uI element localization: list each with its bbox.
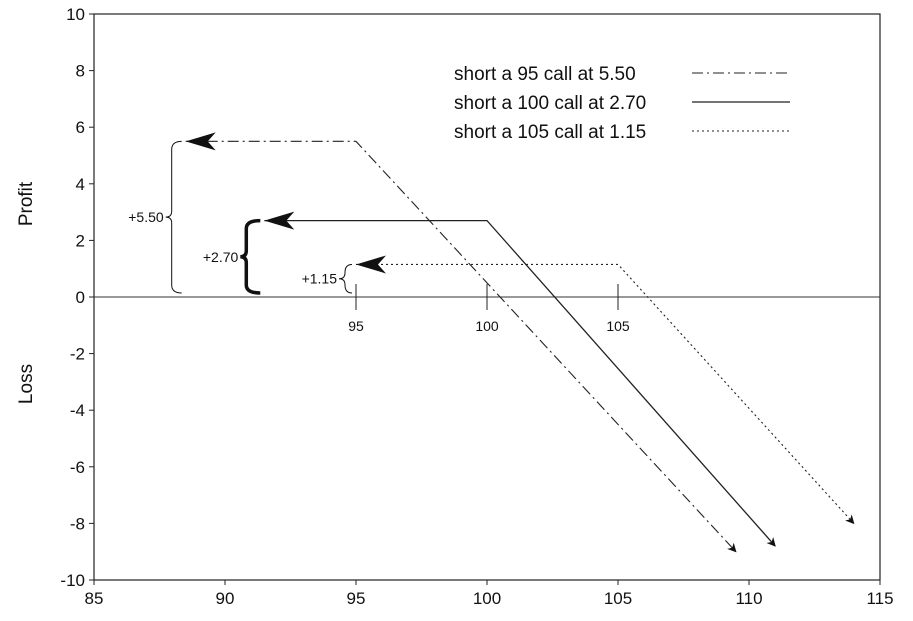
y-axis-label-loss: Loss xyxy=(16,364,37,404)
x-tick-label: 115 xyxy=(866,589,893,608)
legend-label-series-3: short a 105 call at 1.15 xyxy=(454,122,646,143)
y-tick-label: 0 xyxy=(76,288,85,307)
premium-brace xyxy=(338,263,353,294)
arrowhead-left-series-1 xyxy=(185,132,216,151)
y-tick-label: 8 xyxy=(76,62,85,81)
strike-label: 105 xyxy=(606,318,630,334)
x-tick-label: 105 xyxy=(604,589,632,608)
payoff-line-series-1 xyxy=(185,140,737,553)
legend-label-series-1: short a 95 call at 5.50 xyxy=(454,64,636,85)
y-tick-label: -2 xyxy=(70,345,85,364)
x-tick-label: 85 xyxy=(85,589,104,608)
premium-brace xyxy=(165,140,182,294)
strike-label: 100 xyxy=(475,318,499,334)
payoff-line-series-3 xyxy=(356,263,855,525)
y-tick-label: 6 xyxy=(76,118,85,137)
y-tick-label: 10 xyxy=(66,5,85,24)
strike-label: 95 xyxy=(348,318,364,334)
y-tick-label: 4 xyxy=(76,175,85,194)
arrowhead-left-series-2 xyxy=(264,211,295,230)
arrowhead-left-series-3 xyxy=(356,255,386,274)
y-tick-label: -10 xyxy=(60,571,85,590)
x-tick-label: 90 xyxy=(216,589,235,608)
premium-label: +1.15 xyxy=(302,271,338,287)
y-tick-label: 2 xyxy=(76,231,85,250)
y-tick-label: -6 xyxy=(70,458,85,477)
premium-brace xyxy=(240,218,261,295)
x-tick-label: 110 xyxy=(735,589,762,608)
y-axis-label-profit: Profit xyxy=(16,181,37,226)
payoff-line-series-2 xyxy=(264,219,776,547)
y-tick-label: -4 xyxy=(70,401,85,420)
premium-label: +5.50 xyxy=(128,209,164,225)
premium-label: +2.70 xyxy=(203,249,239,265)
y-tick-label: -8 xyxy=(70,514,85,533)
x-tick-label: 95 xyxy=(347,589,366,608)
x-tick-label: 100 xyxy=(473,589,501,608)
legend-label-series-2: short a 100 call at 2.70 xyxy=(454,93,646,114)
